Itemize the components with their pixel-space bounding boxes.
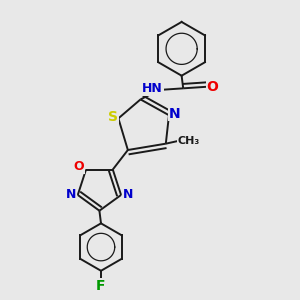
Text: F: F — [96, 279, 106, 292]
Text: N: N — [169, 106, 181, 121]
Text: O: O — [207, 80, 218, 94]
Text: N: N — [66, 188, 76, 202]
Text: HN: HN — [142, 82, 163, 95]
Text: N: N — [123, 188, 133, 202]
Text: CH₃: CH₃ — [178, 136, 200, 146]
Text: S: S — [108, 110, 118, 124]
Text: O: O — [74, 160, 84, 173]
